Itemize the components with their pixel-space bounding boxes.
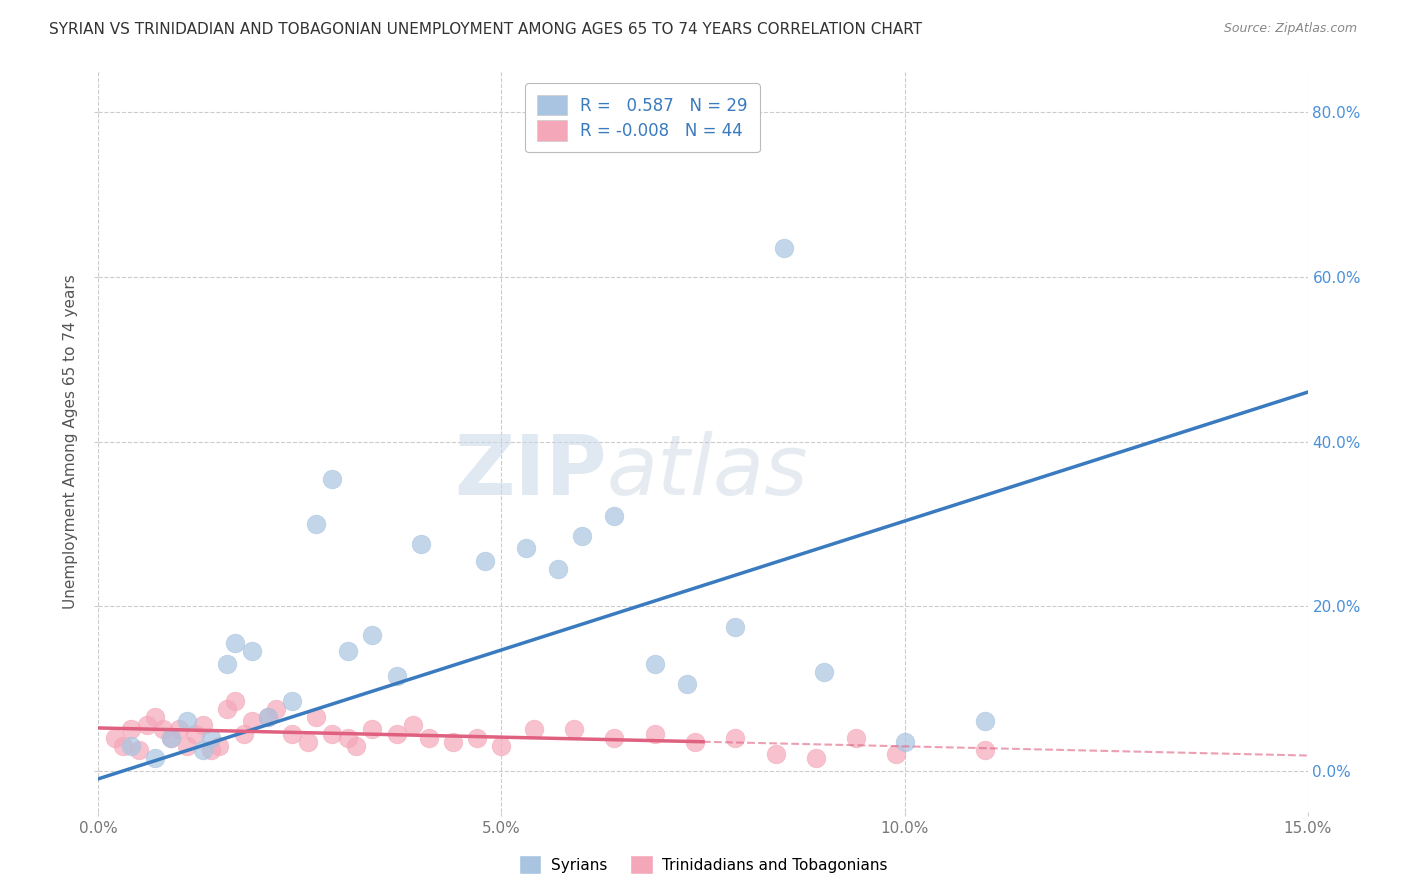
Point xyxy=(143,751,166,765)
Point xyxy=(974,714,997,729)
Point xyxy=(385,726,408,740)
Point xyxy=(418,731,440,745)
Point xyxy=(193,743,215,757)
Point xyxy=(224,694,246,708)
Point xyxy=(385,669,408,683)
Point xyxy=(143,710,166,724)
Point xyxy=(120,723,142,737)
Point xyxy=(305,710,328,724)
Point xyxy=(176,739,198,753)
Point xyxy=(683,735,706,749)
Point xyxy=(474,554,496,568)
Point xyxy=(232,726,254,740)
Point xyxy=(160,731,183,745)
Point xyxy=(644,657,666,671)
Point xyxy=(200,743,222,757)
Point xyxy=(337,731,360,745)
Point xyxy=(321,726,343,740)
Point xyxy=(402,718,425,732)
Point xyxy=(217,657,239,671)
Y-axis label: Unemployment Among Ages 65 to 74 years: Unemployment Among Ages 65 to 74 years xyxy=(63,274,79,609)
Point xyxy=(160,731,183,745)
Point xyxy=(193,718,215,732)
Point xyxy=(676,677,699,691)
Point xyxy=(361,723,384,737)
Point xyxy=(724,619,747,633)
Point xyxy=(515,541,537,556)
Point xyxy=(893,735,915,749)
Point xyxy=(256,710,278,724)
Point xyxy=(603,731,626,745)
Point xyxy=(103,731,125,745)
Point xyxy=(724,731,747,745)
Point xyxy=(547,562,569,576)
Point xyxy=(224,636,246,650)
Text: SYRIAN VS TRINIDADIAN AND TOBAGONIAN UNEMPLOYMENT AMONG AGES 65 TO 74 YEARS CORR: SYRIAN VS TRINIDADIAN AND TOBAGONIAN UNE… xyxy=(49,22,922,37)
Point xyxy=(562,723,585,737)
Point xyxy=(281,726,304,740)
Point xyxy=(813,665,835,679)
Point xyxy=(644,726,666,740)
Point xyxy=(974,743,997,757)
Point xyxy=(886,747,908,761)
Point xyxy=(184,726,207,740)
Point xyxy=(523,723,546,737)
Legend: R =   0.587   N = 29, R = -0.008   N = 44: R = 0.587 N = 29, R = -0.008 N = 44 xyxy=(526,83,759,153)
Point xyxy=(772,241,794,255)
Point xyxy=(217,702,239,716)
Point xyxy=(441,735,464,749)
Point xyxy=(167,723,190,737)
Point xyxy=(571,529,593,543)
Point xyxy=(240,644,263,658)
Point xyxy=(111,739,134,753)
Point xyxy=(409,537,432,551)
Text: ZIP: ZIP xyxy=(454,431,606,512)
Point xyxy=(344,739,367,753)
Point xyxy=(264,702,287,716)
Point xyxy=(200,731,222,745)
Point xyxy=(337,644,360,658)
Point xyxy=(321,471,343,485)
Point xyxy=(361,628,384,642)
Text: Source: ZipAtlas.com: Source: ZipAtlas.com xyxy=(1223,22,1357,36)
Point xyxy=(491,739,513,753)
Point xyxy=(845,731,868,745)
Point xyxy=(152,723,174,737)
Point xyxy=(465,731,488,745)
Point xyxy=(297,735,319,749)
Point xyxy=(603,508,626,523)
Point xyxy=(804,751,827,765)
Point xyxy=(256,710,278,724)
Legend: Syrians, Trinidadians and Tobagonians: Syrians, Trinidadians and Tobagonians xyxy=(512,849,894,880)
Point xyxy=(176,714,198,729)
Point xyxy=(305,516,328,531)
Point xyxy=(765,747,787,761)
Point xyxy=(240,714,263,729)
Point xyxy=(281,694,304,708)
Point xyxy=(208,739,231,753)
Text: atlas: atlas xyxy=(606,431,808,512)
Point xyxy=(120,739,142,753)
Point xyxy=(135,718,157,732)
Point xyxy=(128,743,150,757)
